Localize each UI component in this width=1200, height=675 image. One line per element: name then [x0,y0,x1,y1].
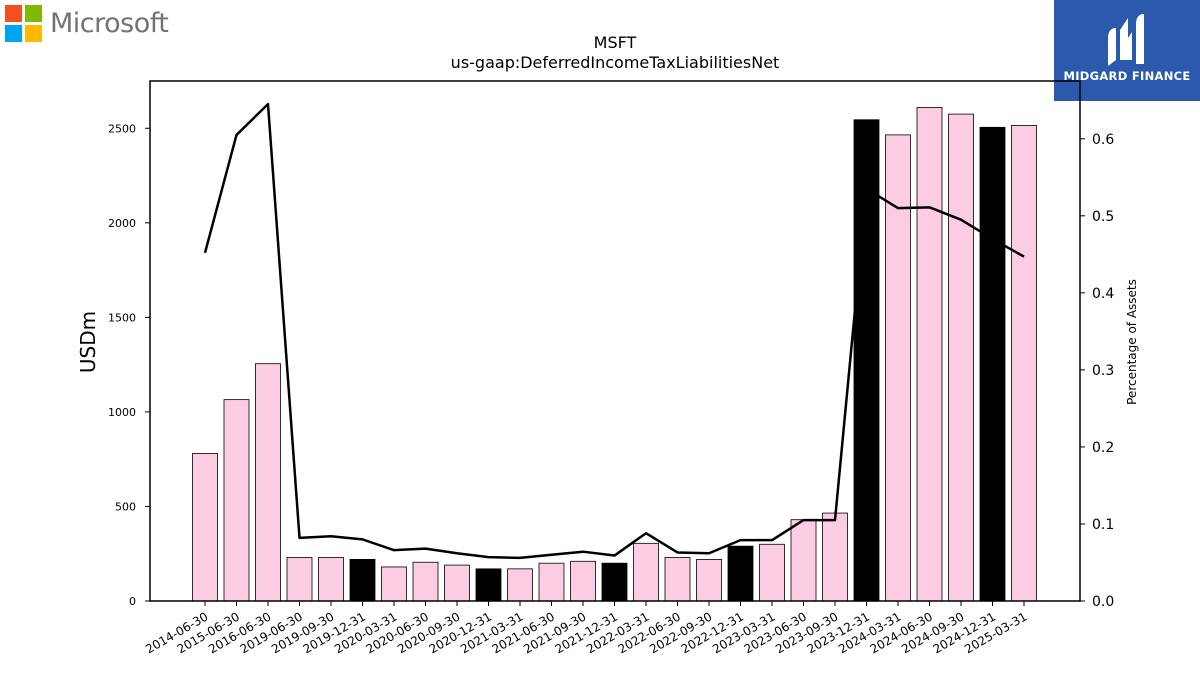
bar-2019-06-30 [286,557,313,602]
bar-2022-03-31 [633,542,659,602]
midgard-wordmark: MIDGARD FINANCE [1063,69,1191,83]
chart-subtitle: us-gaap:DeferredIncomeTaxLiabilitiesNet [451,53,780,72]
y2-tick-label: 0.1 [1092,517,1114,533]
bar-2021-12-31 [601,562,628,602]
y-tick-label: 500 [115,500,136,513]
logo-square-yellow [25,25,42,42]
y2-tick-label: 0.4 [1092,286,1114,302]
bar-2023-03-31 [759,543,785,602]
logo-square-green [25,5,42,22]
midgard-finance-logo: MIDGARD FINANCE [1054,0,1200,101]
bar-2025-03-31 [1011,125,1037,602]
bar-2022-12-31 [727,545,754,602]
bar-2015-06-30 [223,399,250,602]
logo-square-red [5,5,22,22]
bar-2019-09-30 [318,557,344,602]
y2-tick-label: 0.0 [1092,594,1114,610]
microsoft-logo: Microsoft [5,5,169,42]
percentage-of-assets-line [203,102,1025,560]
bar-2022-06-30 [664,557,691,602]
y2-tick-label: 0.2 [1092,440,1114,456]
bar-2020-06-30 [412,561,439,602]
bar-2021-09-30 [570,560,596,602]
y2-axis-label: Percentage of Assets [1125,279,1139,405]
line-series [203,102,1025,560]
y-tick-label: 1500 [108,311,136,324]
bar-2014-06-30 [192,453,218,602]
y2-tick-label: 0.5 [1092,209,1114,225]
bar-2021-03-31 [507,568,533,602]
midgard-m-icon [1108,14,1144,66]
bar-2020-03-31 [381,566,407,602]
bar-2024-09-30 [948,113,974,602]
y-tick-label: 1000 [108,406,136,419]
y-tick-label: 2000 [108,217,136,230]
bar-2020-09-30 [444,564,470,602]
bar-2024-06-30 [916,107,943,602]
bar-2023-06-30 [790,519,817,602]
y2-tick-label: 0.3 [1092,363,1114,379]
bar-2023-09-30 [822,512,848,602]
bar-2021-06-30 [538,562,565,602]
bar-2024-03-31 [885,134,911,602]
bar-2019-12-31 [349,559,376,602]
y2-tick-label: 0.6 [1092,132,1114,148]
y-tick-label: 0 [129,595,136,608]
bar-series [192,107,1037,602]
bar-2016-06-30 [255,363,281,602]
bar-2020-12-31 [475,568,502,602]
bar-2022-09-30 [696,559,722,602]
microsoft-windows-icon [5,5,42,42]
chart-title: MSFT [594,33,637,52]
bar-2024-12-31 [979,126,1006,602]
microsoft-wordmark: Microsoft [50,8,169,39]
logo-square-blue [5,25,22,42]
y-tick-label: 2500 [108,122,136,135]
y-axis-label: USDm [76,311,100,373]
